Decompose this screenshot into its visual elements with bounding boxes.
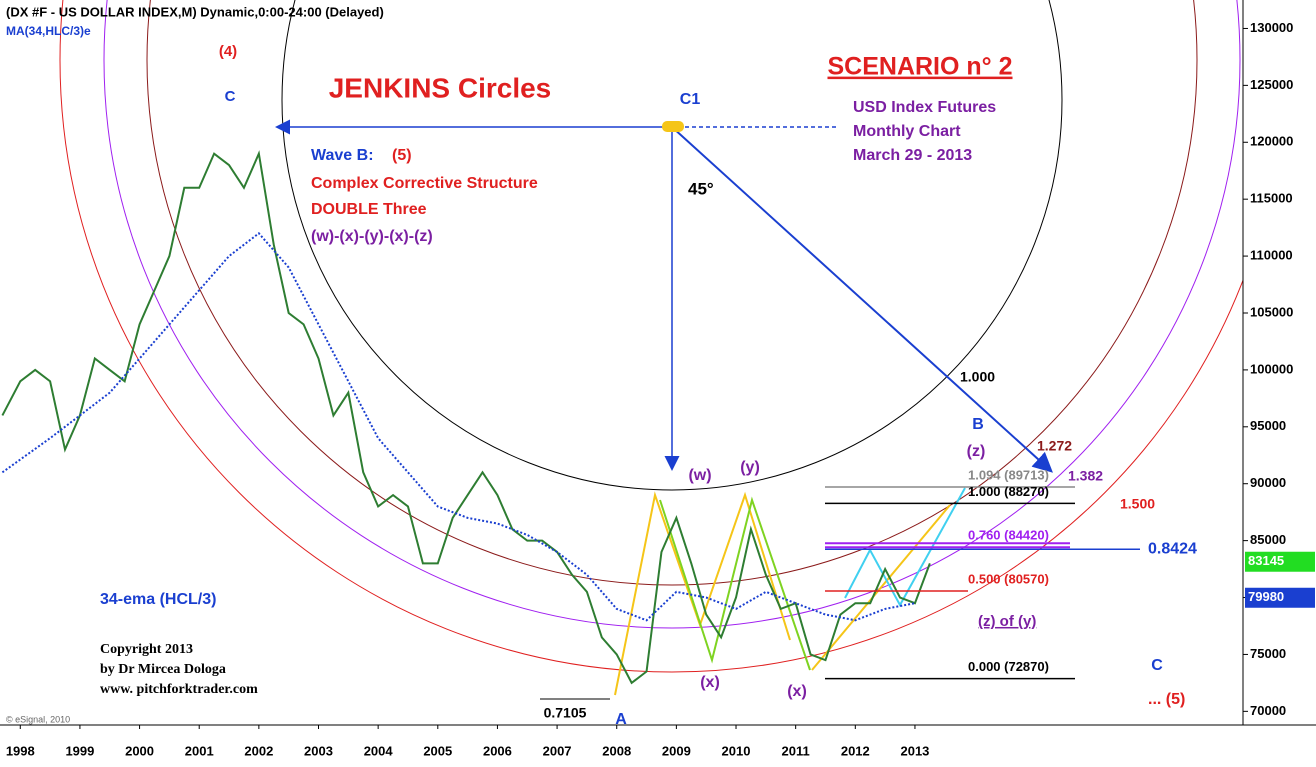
y-tick-label: 125000 bbox=[1250, 77, 1293, 92]
annotation: (5) bbox=[392, 147, 412, 164]
annotation: (w)-(x)-(y)-(x)-(z) bbox=[311, 228, 433, 245]
level-label: 0.000 (72870) bbox=[968, 659, 1049, 674]
x-tick-label: 2008 bbox=[602, 743, 631, 758]
y-tick-label: 110000 bbox=[1250, 248, 1293, 263]
annotation: (z) bbox=[967, 443, 986, 460]
annotation: (4) bbox=[219, 43, 237, 60]
y-tick-label: 120000 bbox=[1250, 134, 1293, 149]
y-tick-label: 95000 bbox=[1250, 418, 1286, 433]
price-marker bbox=[1245, 551, 1315, 572]
circles bbox=[59, 0, 1243, 673]
annotation: (DX #F - US DOLLAR INDEX,M) Dynamic,0:00… bbox=[6, 4, 384, 19]
annotation: March 29 - 2013 bbox=[853, 147, 972, 164]
circle-black bbox=[281, 0, 1063, 491]
x-tick-label: 2002 bbox=[244, 743, 273, 758]
c1-marker bbox=[662, 121, 684, 132]
price-marker bbox=[1245, 587, 1315, 608]
level-label: 0.8424 bbox=[1148, 540, 1197, 557]
annotation: A bbox=[615, 711, 627, 728]
price-marker-label: 83145 bbox=[1248, 553, 1284, 568]
x-tick-label: 2011 bbox=[782, 743, 810, 758]
legend-ema: MA(34,HLC/3)e bbox=[6, 24, 91, 38]
annotation: © eSignal, 2010 bbox=[6, 714, 70, 724]
x-tick-label: 2010 bbox=[722, 743, 751, 758]
x-tick-label: 2006 bbox=[483, 743, 512, 758]
x-tick-label: 2007 bbox=[543, 743, 572, 758]
annotation: (y) bbox=[740, 459, 760, 476]
annotation: C1 bbox=[680, 91, 701, 108]
annotation: by Dr Mircea Dologa bbox=[100, 662, 226, 677]
x-tick-label: 2009 bbox=[662, 743, 691, 758]
x-tick-label: 2012 bbox=[841, 743, 870, 758]
level-label: 1.094 (89713) bbox=[968, 467, 1049, 482]
circle-purple bbox=[103, 0, 1241, 629]
x-tick-label: 2005 bbox=[423, 743, 452, 758]
annotation: B bbox=[972, 416, 984, 433]
annotation: 1.382 bbox=[1068, 468, 1103, 484]
price-line bbox=[1, 150, 931, 685]
x-tick-label: 2001 bbox=[185, 743, 214, 758]
annotation: 34-ema (HCL/3) bbox=[100, 591, 216, 608]
y-tick-label: 90000 bbox=[1250, 475, 1286, 490]
circle-red bbox=[59, 0, 1243, 673]
annotation: SCENARIO n° 2 bbox=[827, 53, 1012, 81]
y-tick-label: 115000 bbox=[1250, 191, 1293, 206]
annotation: Complex Corrective Structure bbox=[311, 175, 538, 192]
annotation: C bbox=[1151, 657, 1163, 674]
price-marker-label: 79980 bbox=[1248, 589, 1284, 604]
wave-green bbox=[659, 496, 811, 671]
x-tick-label: 1999 bbox=[65, 743, 94, 758]
annotation: Copyright 2013 bbox=[100, 642, 193, 657]
ema-line bbox=[1, 231, 916, 622]
y-tick-label: 100000 bbox=[1250, 361, 1293, 376]
annotation: 1.500 bbox=[1120, 496, 1155, 512]
x-tick-label: 2013 bbox=[900, 743, 929, 758]
y-tick-label: 130000 bbox=[1250, 20, 1293, 35]
circle-brown bbox=[146, 0, 1198, 586]
x-tick-label: 2000 bbox=[125, 743, 154, 758]
annotation: www. pitchforktrader.com bbox=[100, 682, 258, 697]
annotation: 1.000 bbox=[960, 369, 995, 385]
annotation: ... (5) bbox=[1148, 691, 1185, 708]
level-label: 0.500 (80570) bbox=[968, 571, 1049, 586]
level-label: 0.760 (84420) bbox=[968, 528, 1049, 543]
wave-yellow-2 bbox=[811, 504, 951, 671]
annotation: (z) of (y) bbox=[978, 613, 1036, 630]
annotation: C bbox=[225, 88, 236, 105]
x-tick-label: 2004 bbox=[364, 743, 394, 758]
y-tick-label: 75000 bbox=[1250, 646, 1286, 661]
level-label: 1.000 (88270) bbox=[968, 484, 1049, 499]
annotation: 45° bbox=[688, 179, 714, 198]
y-tick-label: 70000 bbox=[1250, 703, 1286, 718]
x-tick-label: 2003 bbox=[304, 743, 333, 758]
annotation: Monthly Chart bbox=[853, 123, 961, 140]
y-tick-label: 85000 bbox=[1250, 532, 1286, 547]
annotation: JENKINS Circles bbox=[329, 72, 552, 103]
annotation: (x) bbox=[700, 674, 720, 691]
annotation: USD Index Futures bbox=[853, 99, 996, 116]
arrow-diagonal bbox=[671, 126, 1053, 473]
annotation: 1.272 bbox=[1037, 438, 1072, 454]
y-tick-label: 105000 bbox=[1250, 304, 1293, 319]
annotation: (x) bbox=[787, 683, 807, 700]
annotation: DOUBLE Three bbox=[311, 201, 427, 218]
x-tick-label: 1998 bbox=[6, 743, 35, 758]
annotation: (w) bbox=[688, 467, 711, 484]
annotation: Wave B: bbox=[311, 147, 374, 164]
annotation: 0.7105 bbox=[544, 705, 587, 721]
